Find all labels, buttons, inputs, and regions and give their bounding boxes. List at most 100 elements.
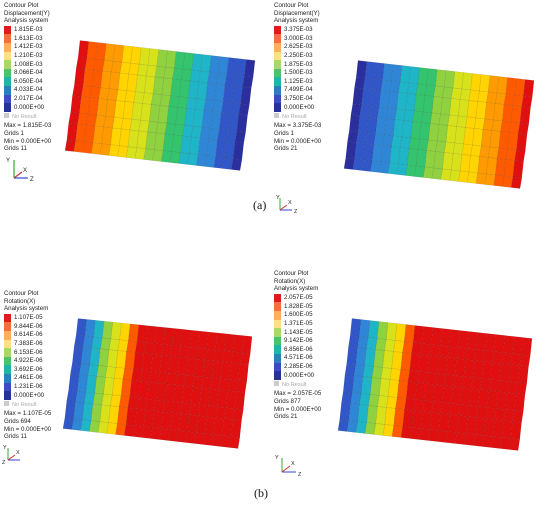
no-result-label: No Result bbox=[4, 400, 51, 410]
legend-swatch bbox=[4, 356, 11, 366]
legend-swatch bbox=[4, 373, 11, 383]
legend: Contour Plot Displacement(Y) Analysis sy… bbox=[274, 2, 321, 153]
legend-swatch bbox=[4, 365, 11, 374]
mesh-cell bbox=[516, 133, 528, 152]
mesh-cell bbox=[238, 103, 250, 116]
mesh-cell bbox=[519, 354, 531, 367]
mesh-cell bbox=[521, 337, 533, 356]
legend-entry: 7.499E-04 bbox=[274, 85, 321, 95]
legend-swatch bbox=[274, 293, 281, 303]
legend-title-1: Contour Plot bbox=[274, 2, 309, 9]
legend: Contour Plot Displacement(Y) Analysis sy… bbox=[4, 2, 51, 153]
legend-entry: 9.844E-06 bbox=[4, 322, 51, 331]
axis-triad: Y X Z bbox=[6, 158, 34, 183]
legend-entry: 6.050E-04 bbox=[4, 77, 51, 86]
legend-swatch bbox=[274, 319, 281, 329]
axis-z-label: Z bbox=[30, 177, 34, 183]
axis-triad: Z Y X bbox=[2, 445, 20, 466]
legend-title-1: Contour Plot bbox=[274, 270, 309, 277]
legend-swatch bbox=[274, 336, 281, 346]
axis-z-label: Z bbox=[2, 460, 6, 466]
legend-title-3: Analysis system bbox=[4, 17, 49, 25]
legend-max-grid: Grids 877 bbox=[274, 397, 301, 405]
legend-swatch bbox=[274, 328, 281, 337]
legend-swatch bbox=[274, 42, 281, 52]
legend-swatch bbox=[274, 371, 281, 380]
legend-value: 7.499E-04 bbox=[284, 86, 313, 94]
legend-entry: 0.000E+00 bbox=[274, 103, 321, 112]
legend-swatch bbox=[274, 51, 281, 61]
legend-value: 1.371E-05 bbox=[284, 320, 313, 328]
legend-swatch bbox=[274, 362, 281, 372]
legend-entry: 0.000E+00 bbox=[274, 371, 321, 380]
mesh-cell bbox=[237, 363, 249, 382]
legend-entry: 4.571E-06 bbox=[274, 353, 321, 363]
mesh-cell bbox=[240, 86, 252, 105]
legend-value: 1.008E-03 bbox=[14, 60, 43, 68]
legend-title-1: Contour Plot bbox=[4, 2, 39, 9]
legend-title-3: Analysis system bbox=[4, 305, 49, 313]
legend-swatch bbox=[4, 391, 11, 400]
no-result-label: No Result bbox=[274, 112, 321, 122]
legend-swatch bbox=[4, 348, 11, 357]
mesh-cell bbox=[241, 335, 253, 354]
legend-title-3: Analysis system bbox=[274, 285, 319, 293]
mesh-cell bbox=[514, 149, 526, 162]
legend-min-grid: Grids 21 bbox=[274, 145, 298, 153]
mesh-cell bbox=[510, 176, 522, 189]
legend-entry: 6.153E-06 bbox=[4, 348, 51, 357]
legend-swatch bbox=[274, 25, 281, 35]
axis-y-label: Y bbox=[275, 455, 279, 461]
legend-swatch bbox=[4, 60, 11, 69]
mesh-cell bbox=[232, 141, 244, 160]
legend-swatch bbox=[4, 85, 11, 95]
subfigure-label-a: (a) bbox=[253, 198, 267, 212]
contour-mesh bbox=[64, 40, 256, 171]
legend-max-grid: Grids 1 bbox=[4, 129, 24, 137]
legend-swatch bbox=[274, 103, 281, 112]
legend-value: 1.412E-03 bbox=[14, 43, 43, 51]
legend-entry: 1.008E-03 bbox=[4, 60, 51, 69]
legend-value: 1.828E-05 bbox=[284, 302, 313, 310]
legend-swatch bbox=[4, 339, 11, 349]
panel-a-right: Contour Plot Displacement(Y) Analysis sy… bbox=[270, 0, 541, 190]
legend-title-2: Displacement(Y) bbox=[4, 9, 50, 17]
legend-entry: 1.828E-05 bbox=[274, 302, 321, 311]
mesh-cell bbox=[508, 438, 520, 451]
legend-value: 1.600E-05 bbox=[284, 311, 313, 319]
legend-value: 9.844E-06 bbox=[14, 322, 43, 330]
legend-entry: 2.057E-05 bbox=[274, 293, 321, 303]
legend-value: 1.231E-06 bbox=[14, 383, 43, 391]
legend-min: Min = 0.000E+00 bbox=[274, 405, 322, 413]
legend-value: 3.000E-03 bbox=[284, 34, 313, 42]
legend-entry: 1.412E-03 bbox=[4, 42, 51, 52]
legend-swatch bbox=[4, 103, 11, 112]
legend-swatch bbox=[4, 94, 11, 104]
subfigure-label-b: (b) bbox=[254, 486, 268, 500]
mesh-cell bbox=[234, 131, 246, 144]
legend-entry: 4.033E-04 bbox=[4, 85, 51, 95]
mesh-cell bbox=[521, 95, 533, 108]
legend: Contour Plot Rotation(X) Analysis system… bbox=[274, 270, 321, 421]
legend-entry: 2.250E-03 bbox=[274, 51, 321, 61]
legend-max-grid: Grids 694 bbox=[4, 417, 31, 425]
legend-swatch bbox=[274, 345, 281, 354]
legend-entry: 9.142E-06 bbox=[274, 336, 321, 346]
legend-swatch bbox=[4, 330, 11, 340]
legend-value: 6.856E-06 bbox=[284, 345, 313, 353]
legend-max: Max = 2.057E-05 bbox=[274, 390, 322, 398]
legend-value: 1.815E-03 bbox=[14, 26, 43, 34]
legend-entry: 1.875E-03 bbox=[274, 60, 321, 69]
legend-title-2: Rotation(X) bbox=[274, 277, 306, 285]
axis-x-label: X bbox=[16, 450, 20, 456]
axis-y-label: Y bbox=[276, 195, 280, 201]
legend-value: 2.057E-05 bbox=[284, 294, 313, 302]
mesh-cell bbox=[239, 352, 251, 365]
legend-entry: 2.625E-03 bbox=[274, 42, 321, 52]
legend-entry: 7.383E-06 bbox=[4, 339, 51, 349]
legend-entry: 1.371E-05 bbox=[274, 319, 321, 329]
legend-min-grid: Grids 11 bbox=[4, 433, 27, 441]
legend-entry: 2.017E-04 bbox=[4, 94, 51, 104]
axis-z-label: Z bbox=[298, 472, 302, 478]
